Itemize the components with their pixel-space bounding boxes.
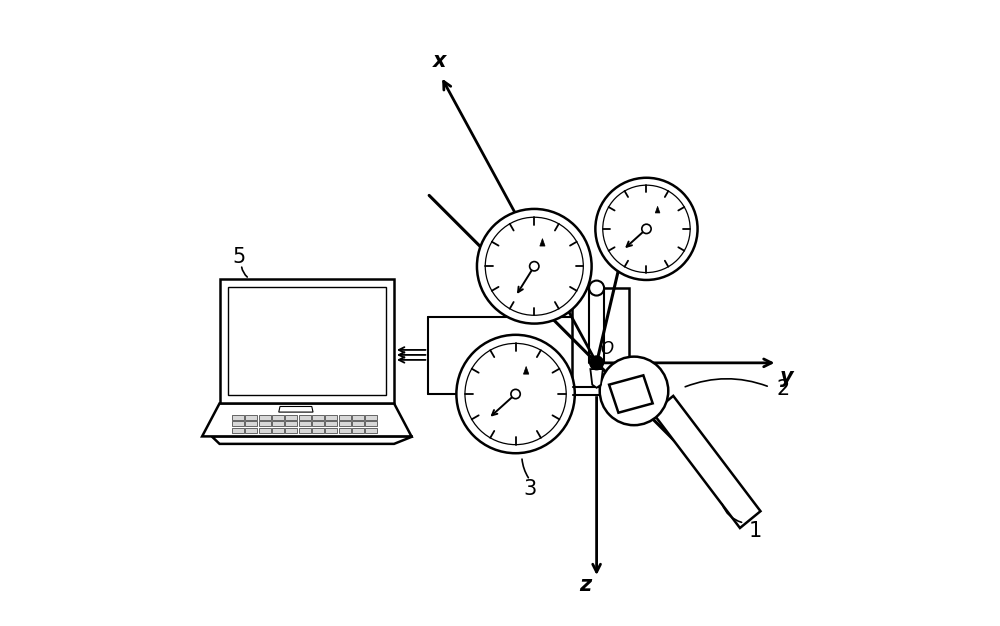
- Polygon shape: [299, 428, 311, 433]
- Polygon shape: [365, 421, 377, 426]
- Circle shape: [595, 178, 698, 280]
- Polygon shape: [612, 385, 623, 396]
- Polygon shape: [352, 428, 364, 433]
- Polygon shape: [352, 414, 364, 419]
- Polygon shape: [299, 414, 311, 419]
- Polygon shape: [523, 366, 529, 374]
- Text: 2: 2: [777, 379, 790, 399]
- Circle shape: [590, 356, 603, 370]
- Circle shape: [477, 209, 592, 324]
- Text: O: O: [600, 340, 613, 358]
- Circle shape: [456, 335, 575, 453]
- Circle shape: [642, 224, 651, 233]
- Polygon shape: [272, 428, 284, 433]
- Polygon shape: [245, 414, 257, 419]
- FancyArrowPatch shape: [685, 379, 767, 387]
- FancyArrowPatch shape: [722, 504, 742, 522]
- Polygon shape: [279, 406, 313, 412]
- Polygon shape: [365, 414, 377, 419]
- Polygon shape: [365, 428, 377, 433]
- Text: z: z: [579, 575, 591, 595]
- Polygon shape: [245, 421, 257, 426]
- Polygon shape: [352, 421, 364, 426]
- Polygon shape: [339, 428, 351, 433]
- Polygon shape: [285, 421, 297, 426]
- Polygon shape: [232, 421, 244, 426]
- FancyArrowPatch shape: [242, 267, 247, 277]
- Polygon shape: [228, 287, 386, 395]
- Polygon shape: [312, 421, 324, 426]
- Polygon shape: [312, 428, 324, 433]
- Text: y: y: [780, 367, 793, 387]
- Polygon shape: [220, 279, 394, 403]
- FancyArrowPatch shape: [522, 459, 528, 478]
- Polygon shape: [590, 369, 603, 387]
- Circle shape: [530, 262, 539, 271]
- Polygon shape: [325, 421, 337, 426]
- Circle shape: [511, 389, 520, 399]
- Polygon shape: [202, 403, 412, 436]
- Polygon shape: [232, 428, 244, 433]
- Polygon shape: [272, 414, 284, 419]
- Text: 5: 5: [233, 247, 246, 267]
- Polygon shape: [339, 421, 351, 426]
- Polygon shape: [285, 428, 297, 433]
- Polygon shape: [245, 428, 257, 433]
- Polygon shape: [259, 428, 271, 433]
- Polygon shape: [325, 428, 337, 433]
- Polygon shape: [540, 239, 545, 246]
- Polygon shape: [312, 414, 324, 419]
- Polygon shape: [259, 421, 271, 426]
- Polygon shape: [653, 396, 761, 528]
- Polygon shape: [339, 414, 351, 419]
- Polygon shape: [232, 414, 244, 419]
- Polygon shape: [272, 421, 284, 426]
- Polygon shape: [655, 207, 660, 213]
- Polygon shape: [285, 414, 297, 419]
- Polygon shape: [259, 414, 271, 419]
- Polygon shape: [212, 436, 413, 444]
- Circle shape: [600, 357, 668, 425]
- Text: 1: 1: [749, 521, 762, 541]
- Circle shape: [589, 280, 604, 295]
- Polygon shape: [299, 421, 311, 426]
- Text: x: x: [433, 51, 446, 71]
- Text: 3: 3: [523, 479, 537, 499]
- Polygon shape: [609, 376, 653, 413]
- Polygon shape: [325, 414, 337, 419]
